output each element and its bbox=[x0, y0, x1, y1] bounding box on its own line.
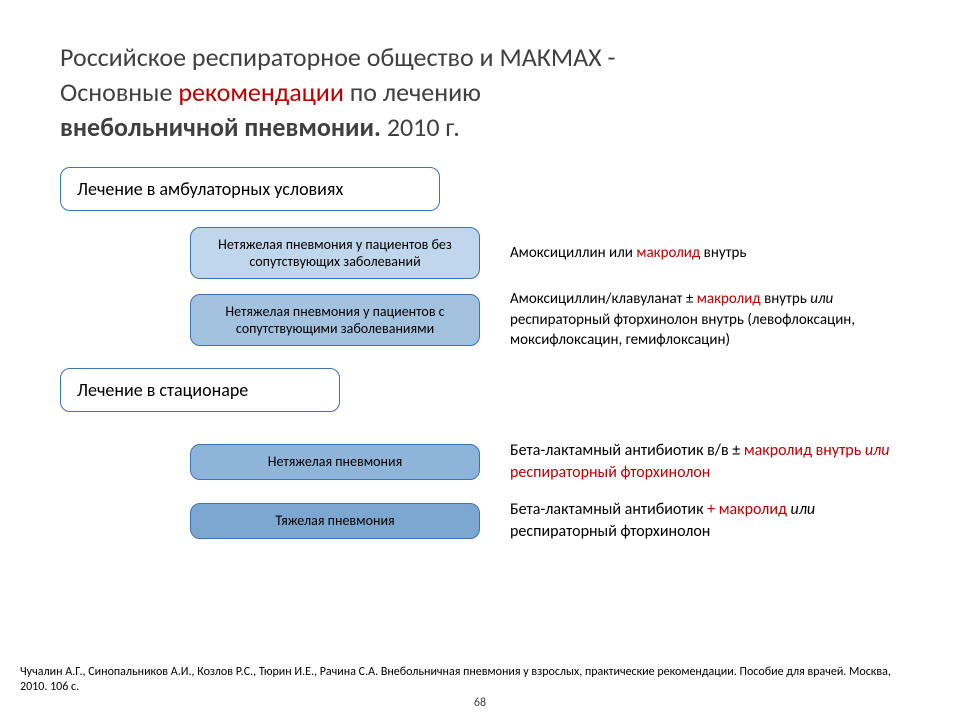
title-line2b: рекомендации bbox=[178, 76, 344, 108]
s1d2e: респираторный фторхинолон внутрь (левофл… bbox=[510, 311, 855, 349]
section1-box1-text: Нетяжелая пневмония у пациентов без сопу… bbox=[201, 236, 469, 270]
s2d1d: респираторный фторхинолон bbox=[510, 463, 710, 482]
citation: Чучалин А.Г., Синопальников А.И., Козлов… bbox=[20, 665, 900, 696]
s1d1a: Амоксициллин или bbox=[510, 244, 636, 262]
section1-desc2: Амоксициллин/клавуланат ± макролид внутр… bbox=[510, 289, 900, 350]
section2-header: Лечение в стационаре bbox=[77, 379, 248, 401]
s2d2d: или bbox=[791, 500, 816, 519]
s2d2b: + bbox=[707, 500, 715, 519]
section2-desc1: Бета-лактамный антибиотик в/в ± макролид… bbox=[510, 440, 900, 483]
section2-box1: Нетяжелая пневмония bbox=[190, 444, 480, 480]
slide-title: Российское респираторное общество и МАКМ… bbox=[60, 40, 900, 145]
section2-box2: Тяжелая пневмония bbox=[190, 503, 480, 539]
page-number: 68 bbox=[0, 696, 960, 710]
s1d1c: внутрь bbox=[700, 244, 746, 262]
s2d1c: или bbox=[865, 441, 890, 460]
s1d2c: внутрь bbox=[761, 290, 811, 308]
section2-desc2: Бета-лактамный антибиотик + макролид или… bbox=[510, 499, 900, 542]
section-outpatient: Лечение в амбулаторных условиях Нетяжела… bbox=[60, 167, 900, 350]
title-line2a: Основные bbox=[60, 76, 178, 108]
section2-box2-text: Тяжелая пневмония bbox=[275, 512, 394, 529]
section1-header-box: Лечение в амбулаторных условиях bbox=[60, 167, 440, 211]
s2d1b: макролид внутрь bbox=[744, 441, 865, 460]
title-line3a: внебольничной пневмонии. bbox=[60, 111, 381, 143]
s2d2a: Бета-лактамный антибиотик bbox=[510, 500, 707, 519]
slide: Российское респираторное общество и МАКМ… bbox=[0, 0, 960, 720]
title-line1: Российское респираторное общество и МАКМ… bbox=[60, 41, 615, 73]
title-line3b: 2010 г. bbox=[381, 111, 460, 143]
section2-header-box: Лечение в стационаре bbox=[60, 368, 340, 412]
section1-box2-text: Нетяжелая пневмония у пациентов с сопутс… bbox=[201, 303, 469, 337]
section-inpatient: Лечение в стационаре Нетяжелая пневмония… bbox=[60, 368, 900, 542]
title-line2c: по лечению bbox=[344, 76, 481, 108]
section1-header: Лечение в амбулаторных условиях bbox=[77, 178, 343, 200]
section1-box2: Нетяжелая пневмония у пациентов с сопутс… bbox=[190, 294, 480, 346]
section2-box1-text: Нетяжелая пневмония bbox=[268, 453, 403, 470]
s2d2c: макролид bbox=[715, 500, 790, 519]
s2d2e: респираторный фторхинолон bbox=[510, 522, 710, 541]
section1-desc1: Амоксициллин или макролид внутрь bbox=[510, 243, 900, 263]
s2d1a: Бета-лактамный антибиотик в/в ± bbox=[510, 441, 744, 460]
s1d2a: Амоксициллин/клавуланат ± bbox=[510, 290, 697, 308]
s1d1b: макролид bbox=[636, 244, 700, 262]
s1d2b: макролид bbox=[697, 290, 761, 308]
section1-box1: Нетяжелая пневмония у пациентов без сопу… bbox=[190, 227, 480, 279]
s1d2d: или bbox=[810, 290, 833, 308]
